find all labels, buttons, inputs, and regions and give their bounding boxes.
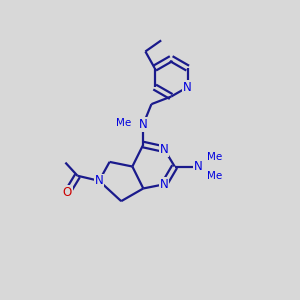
- Text: N: N: [194, 160, 202, 173]
- Text: N: N: [183, 81, 192, 94]
- Text: N: N: [95, 174, 103, 187]
- Text: O: O: [63, 186, 72, 199]
- Text: N: N: [160, 178, 169, 191]
- Text: N: N: [160, 143, 169, 156]
- Text: Me: Me: [207, 171, 222, 181]
- Text: Me: Me: [116, 118, 131, 128]
- Text: Me: Me: [207, 152, 222, 162]
- Text: N: N: [139, 118, 148, 131]
